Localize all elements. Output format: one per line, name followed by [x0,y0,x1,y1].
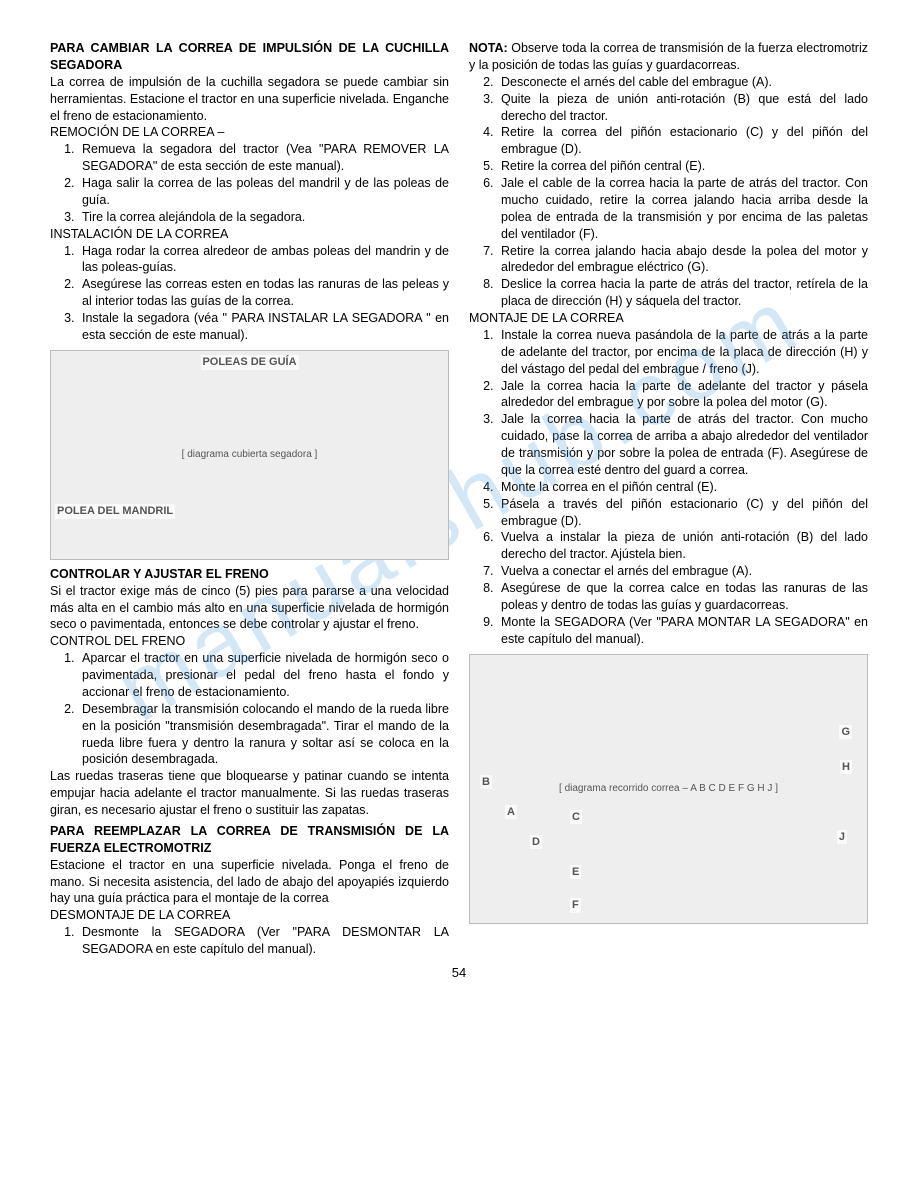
nota-text: Observe toda la correa de transmisión de… [469,41,868,72]
rem-3: Tire la correa alejándola de la segadora… [78,209,449,226]
figure-deck: [ diagrama cubierta segadora ] POLEAS DE… [50,350,449,560]
mon-9: Monte la SEGADORA (Ver "PARA MONTAR LA S… [497,614,868,648]
mon-5: Pásela a través del piñón estacionario (… [497,496,868,530]
des-3: Quite la pieza de unión anti-rotación (B… [497,91,868,125]
list-control-freno: Aparcar el tractor en una superficie niv… [50,650,449,768]
left-column: PARA CAMBIAR LA CORREA DE IMPULSIÓN DE L… [50,40,449,958]
lbl-G: G [839,725,852,740]
inst-1: Haga rodar la correa alredeor de ambas p… [78,243,449,277]
sub-remocion: REMOCIÓN DE LA CORREA – [50,124,449,141]
lbl-H: H [840,760,852,775]
fig-belt-alt: [ diagrama recorrido correa – A B C D E … [559,782,778,796]
nota-label: NOTA: [469,41,508,55]
lbl-J: J [837,830,847,845]
sub-control-freno: CONTROL DEL FRENO [50,633,449,650]
p-brake-wheels: Las ruedas traseras tiene que bloquearse… [50,768,449,819]
des-2: Desconecte el arnés del cable del embrag… [497,74,868,91]
ctrl-2: Desembragar la transmisión colocando el … [78,701,449,769]
inst-3: Instale la segadora (véa " PARA INSTALAR… [78,310,449,344]
right-column: NOTA: Observe toda la correa de transmis… [469,40,868,958]
rem-2: Haga salir la correa de las poleas del m… [78,175,449,209]
lbl-F: F [570,898,581,913]
lbl-D: D [530,835,542,850]
mon-3: Jale la correa hacia la parte de atrás d… [497,411,868,479]
lbl-E: E [570,865,581,880]
content-columns: PARA CAMBIAR LA CORREA DE IMPULSIÓN DE L… [50,40,868,958]
figure-belt-routing: [ diagrama recorrido correa – A B C D E … [469,654,868,924]
mon-7: Vuelva a conectar el arnés del embrague … [497,563,868,580]
lbl-C: C [570,810,582,825]
sub-desmontaje: DESMONTAJE DE LA CORREA [50,907,449,924]
h1-blade-belt: PARA CAMBIAR LA CORREA DE IMPULSIÓN DE L… [50,40,449,74]
h3-drive-belt: PARA REEMPLAZAR LA CORREA DE TRANSMISIÓN… [50,823,449,857]
mon-4: Monte la correa en el piñón central (E). [497,479,868,496]
rem-1: Remueva la segadora del tractor (Vea "PA… [78,141,449,175]
inst-2: Asegúrese las correas esten en todas las… [78,276,449,310]
sub-instalacion: INSTALACIÓN DE LA CORREA [50,226,449,243]
list-desmontaje-left: Desmonte la SEGADORA (Ver "PARA DESMONTA… [50,924,449,958]
list-instalacion: Haga rodar la correa alredeor de ambas p… [50,243,449,344]
p-blade-intro: La correa de impulsión de la cuchilla se… [50,74,449,125]
lbl-A: A [505,805,517,820]
lbl-B: B [480,775,492,790]
sub-montaje: MONTAJE DE LA CORREA [469,310,868,327]
h2-brake: CONTROLAR Y AJUSTAR EL FRENO [50,566,449,583]
des-6: Jale el cable de la correa hacia la part… [497,175,868,243]
mon-1: Instale la correa nueva pasándola de la … [497,327,868,378]
des-4: Retire la correa del piñón estacionario … [497,124,868,158]
des-left-1: Desmonte la SEGADORA (Ver "PARA DESMONTA… [78,924,449,958]
p-nota: NOTA: Observe toda la correa de transmis… [469,40,868,74]
list-remocion: Remueva la segadora del tractor (Vea "PA… [50,141,449,225]
mon-6: Vuelva a instalar la pieza de unión anti… [497,529,868,563]
fig-label-mandril: POLEA DEL MANDRIL [55,504,175,519]
page-number: 54 [50,964,868,982]
ctrl-1: Aparcar el tractor en una superficie niv… [78,650,449,701]
p-brake-intro: Si el tractor exige más de cinco (5) pie… [50,583,449,634]
mon-8: Asegúrese de que la correa calce en toda… [497,580,868,614]
list-montaje: Instale la correa nueva pasándola de la … [469,327,868,648]
mon-2: Jale la correa hacia la parte de adelant… [497,378,868,412]
fig-deck-alt: [ diagrama cubierta segadora ] [182,448,318,462]
list-desmontaje-right: Desconecte el arnés del cable del embrag… [469,74,868,310]
fig-label-guia: POLEAS DE GUÍA [200,355,298,370]
p-drive-intro: Estacione el tractor en una superficie n… [50,857,449,908]
des-7: Retire la correa jalando hacia abajo des… [497,243,868,277]
des-8: Deslice la correa hacia la parte de atrá… [497,276,868,310]
des-5: Retire la correa del piñón central (E). [497,158,868,175]
